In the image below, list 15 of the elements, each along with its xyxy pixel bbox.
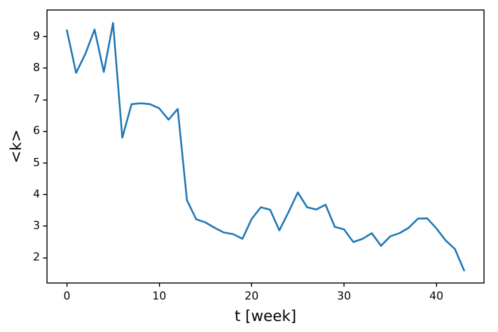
y-tick-label: 9 — [33, 29, 40, 42]
y-tick-label: 3 — [33, 219, 40, 232]
y-tick-label: 5 — [33, 156, 40, 169]
x-tick-label: 20 — [244, 289, 259, 302]
y-tick-label: 4 — [33, 187, 40, 200]
x-tick-label: 10 — [152, 289, 166, 302]
x-tick-label: 0 — [63, 289, 70, 302]
x-tick-label: 30 — [337, 289, 352, 302]
y-tick-label: 7 — [33, 92, 40, 106]
y-tick-label: 8 — [33, 61, 40, 74]
y-tick-label: 2 — [33, 250, 40, 264]
x-axis-title: t [week] — [234, 306, 296, 325]
y-tick-label: 6 — [33, 124, 40, 138]
y-axis-title: <k> — [6, 129, 25, 164]
x-tick-label: 40 — [429, 289, 444, 302]
